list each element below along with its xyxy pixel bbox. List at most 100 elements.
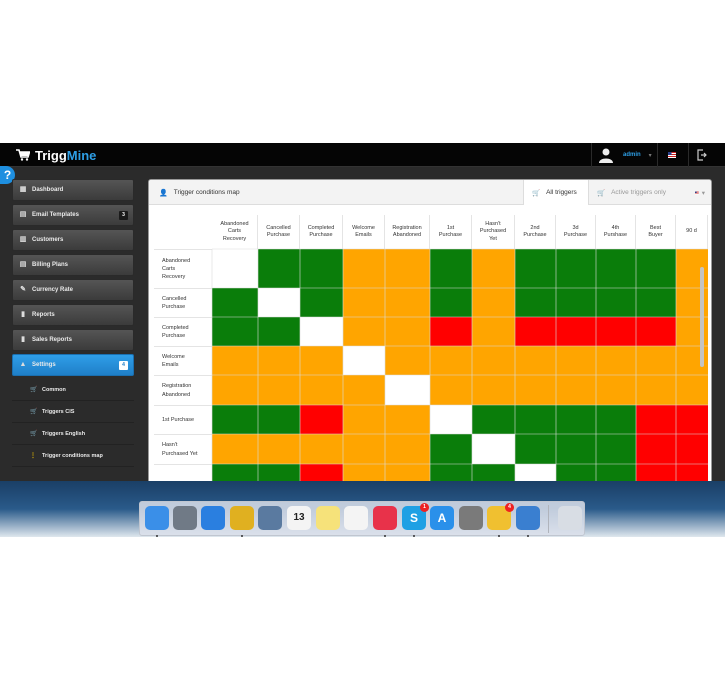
user-avatar-icon bbox=[599, 148, 613, 163]
matrix-cell bbox=[596, 249, 636, 288]
safari-icon[interactable] bbox=[201, 506, 225, 530]
notification-badge: 4 bbox=[505, 503, 514, 512]
column-header: Registration Abandoned bbox=[385, 215, 430, 249]
row-header: Cancelled Purchase bbox=[154, 288, 212, 317]
matrix-cell bbox=[636, 288, 676, 317]
matrix-cell bbox=[300, 249, 343, 288]
matrix-cell bbox=[385, 346, 430, 375]
launchpad-icon[interactable] bbox=[173, 506, 197, 530]
sidebar-item-email-templates[interactable]: ▤ Email Templates 3 bbox=[12, 204, 134, 226]
chevron-down-icon: ▾ bbox=[648, 152, 652, 159]
calendar-icon[interactable]: 13 bbox=[287, 506, 311, 530]
tab-active-triggers[interactable]: 🛒 Active triggers only bbox=[589, 180, 687, 205]
matrix-cell bbox=[258, 346, 300, 375]
matrix-cell bbox=[300, 317, 343, 346]
sidebar-subitem-trigger-conditions-map[interactable]: ⋮ Trigger conditions map bbox=[12, 445, 134, 467]
row-header: Hasn't Purchased Yet bbox=[154, 434, 212, 464]
cart-icon: 🛒 bbox=[30, 409, 38, 415]
sidebar-item-sales-reports[interactable]: ▮ Sales Reports bbox=[12, 329, 134, 351]
matrix-cell bbox=[472, 405, 515, 434]
matrix-cell bbox=[676, 375, 708, 405]
sidebar-item-customers[interactable]: ▥ Customers bbox=[12, 229, 134, 251]
matrix-cell bbox=[430, 405, 472, 434]
sidebar-subitem-common[interactable]: 🛒 Common bbox=[12, 379, 134, 401]
matrix-cell bbox=[258, 288, 300, 317]
sidebar-item-label: Customers bbox=[32, 237, 64, 243]
logout-icon[interactable] bbox=[697, 149, 707, 161]
matrix-cell bbox=[596, 288, 636, 317]
finder-icon[interactable] bbox=[145, 506, 169, 537]
sidebar-subitem-triggers-cis[interactable]: 🛒 Triggers CIS bbox=[12, 401, 134, 423]
matrix-cell bbox=[258, 375, 300, 405]
matrix-cell bbox=[343, 346, 385, 375]
user-menu[interactable]: admin ▾ bbox=[598, 143, 656, 167]
column-header: 1st Purchase bbox=[430, 215, 472, 249]
sidebar-item-reports[interactable]: ▮ Reports bbox=[12, 304, 134, 326]
divider bbox=[591, 143, 592, 167]
vertical-scrollbar[interactable] bbox=[700, 267, 704, 367]
matrix-cell bbox=[596, 346, 636, 375]
column-header: Abandoned Carts Recovery bbox=[212, 215, 258, 249]
trash-icon[interactable] bbox=[558, 506, 582, 530]
us-flag-icon[interactable] bbox=[668, 152, 676, 158]
sidebar-subitem-label: Trigger conditions map bbox=[42, 452, 103, 459]
sidebar-item-label: Email Templates bbox=[32, 212, 79, 218]
cart-icon: 🛒 bbox=[30, 387, 38, 393]
matrix-cell bbox=[515, 249, 556, 288]
dock-separator bbox=[548, 505, 549, 533]
divider bbox=[657, 143, 658, 167]
sidebar-item-dashboard[interactable]: ▦ Dashboard bbox=[12, 179, 134, 201]
matrix-cell bbox=[300, 346, 343, 375]
matrix-cell bbox=[430, 288, 472, 317]
sales-reports-icon: ▮ bbox=[21, 336, 25, 343]
matrix-cell bbox=[385, 249, 430, 288]
matrix-cell bbox=[515, 346, 556, 375]
matrix-cell bbox=[343, 249, 385, 288]
column-header: 3d Purchase bbox=[556, 215, 596, 249]
app-store-icon[interactable]: A bbox=[430, 506, 454, 530]
matrix-cell bbox=[472, 346, 515, 375]
tab-all-triggers[interactable]: 🛒 All triggers bbox=[523, 180, 589, 205]
notes-icon[interactable] bbox=[316, 506, 340, 530]
matrix-cell bbox=[472, 249, 515, 288]
matrix-cell bbox=[556, 346, 596, 375]
cart-icon: 🛒 bbox=[30, 431, 38, 437]
column-header: Cancelled Purchase bbox=[258, 215, 300, 249]
itunes-icon[interactable] bbox=[373, 506, 397, 537]
us-flag-icon bbox=[695, 191, 699, 194]
matrix-cell bbox=[212, 346, 258, 375]
notification-badge: 1 bbox=[420, 503, 429, 512]
sidebar-subitem-triggers-english[interactable]: 🛒 Triggers English bbox=[12, 423, 134, 445]
matrix-cell bbox=[385, 434, 430, 464]
brand-logo[interactable]: Trigg Mine bbox=[16, 147, 96, 163]
column-header: Completed Purchase bbox=[300, 215, 343, 249]
matrix-cell bbox=[430, 434, 472, 464]
matrix-cell bbox=[385, 405, 430, 434]
system-preferences-icon[interactable] bbox=[459, 506, 483, 530]
panel-header: 👤 Trigger conditions map 🛒 All triggers … bbox=[149, 180, 711, 205]
chrome-icon[interactable] bbox=[230, 506, 254, 537]
matrix-cell bbox=[430, 375, 472, 405]
sidebar-item-currency-rate[interactable]: ✎ Currency Rate bbox=[12, 279, 134, 301]
reminders-icon[interactable] bbox=[344, 506, 368, 530]
matrix-cell bbox=[385, 375, 430, 405]
sidebar-item-settings[interactable]: ▲ Settings 4 bbox=[12, 354, 134, 376]
sidebar-item-label: Currency Rate bbox=[32, 287, 74, 293]
matrix-cell bbox=[430, 317, 472, 346]
mail-icon[interactable]: 4 bbox=[487, 503, 514, 537]
preview-icon[interactable] bbox=[258, 506, 282, 530]
sidebar-subitem-label: Common bbox=[42, 386, 66, 393]
help-button[interactable]: ? bbox=[0, 166, 15, 184]
sidebar-subitem-label: Triggers CIS bbox=[42, 408, 75, 415]
language-select[interactable]: ▾ bbox=[687, 180, 711, 205]
matrix-cell bbox=[556, 434, 596, 464]
matrix-cell bbox=[343, 434, 385, 464]
row-header: Completed Purchase bbox=[154, 317, 212, 346]
running-indicator bbox=[498, 535, 500, 537]
cart-icon: 🛒 bbox=[532, 189, 541, 197]
sidebar-item-billing-plans[interactable]: ▤ Billing Plans bbox=[12, 254, 134, 276]
matrix-cell bbox=[300, 288, 343, 317]
matrix-cell bbox=[515, 405, 556, 434]
keynote-icon[interactable] bbox=[516, 506, 540, 537]
